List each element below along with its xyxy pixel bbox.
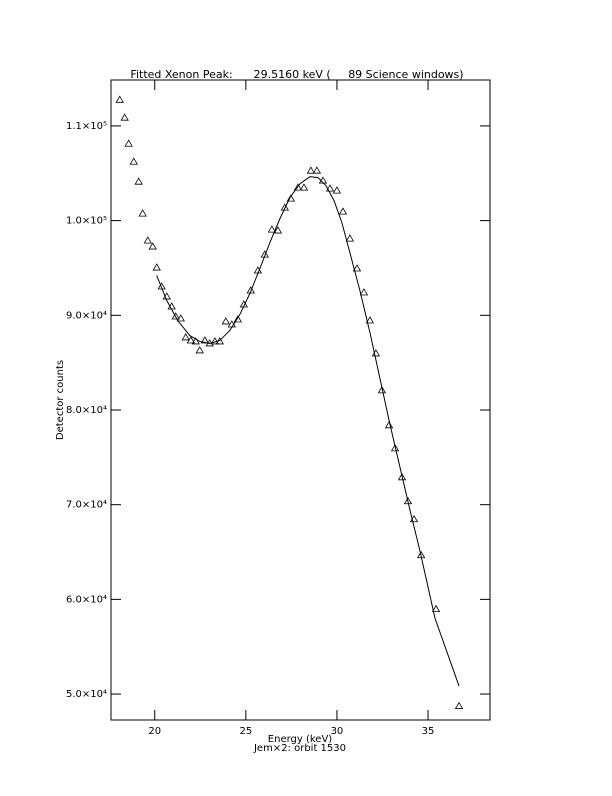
data-point (377, 386, 387, 394)
plot-frame (110, 79, 491, 721)
data-point (299, 183, 309, 191)
data-point (124, 139, 133, 147)
y-tick-label: 6.0×10⁴ (66, 594, 107, 605)
data-point (171, 312, 180, 320)
data-point (134, 177, 143, 185)
data-point (176, 314, 185, 322)
data-point (181, 333, 190, 341)
data-point (148, 242, 157, 250)
data-point (286, 194, 296, 202)
data-point (293, 183, 303, 191)
chart-title: Fitted Xenon Peak: 29.5160 keV ( 89 Scie… (130, 68, 463, 81)
data-point (312, 166, 322, 174)
data-point (115, 95, 124, 103)
data-point (352, 264, 362, 272)
data-point (332, 186, 342, 194)
y-tick-label: 8.0×10⁴ (66, 405, 107, 416)
x-tick-label: 20 (148, 726, 161, 737)
y-axis-label: Detector counts (55, 360, 66, 440)
data-point (221, 317, 230, 325)
y-tick-label: 9.0×10⁴ (66, 310, 107, 321)
x-tick-label: 35 (422, 726, 435, 737)
data-point (200, 336, 210, 344)
data-point (338, 207, 348, 215)
data-point (325, 184, 335, 192)
data-point (120, 113, 129, 121)
data-point (273, 226, 283, 234)
data-point (384, 421, 394, 429)
data-point (454, 701, 464, 709)
data-point (195, 346, 204, 354)
data-point (143, 236, 153, 244)
data-point (306, 166, 316, 174)
subtitle: Jem×2: orbit 1530 (253, 743, 346, 754)
data-point (365, 316, 375, 324)
fit-line (156, 176, 460, 687)
data-point (186, 336, 196, 344)
data-point (246, 286, 255, 294)
x-tick-label: 30 (331, 726, 344, 737)
x-tick-label: 25 (239, 726, 252, 737)
data-point (267, 225, 277, 233)
y-tick-label: 1.0×10⁵ (66, 216, 107, 227)
data-point (397, 473, 407, 481)
data-point (390, 444, 400, 452)
data-point (129, 157, 138, 165)
data-point (280, 203, 290, 211)
data-point (152, 263, 161, 271)
y-tick-label: 7.0×10⁴ (66, 500, 107, 511)
data-point (345, 234, 355, 242)
y-tick-label: 5.0×10⁴ (66, 689, 107, 700)
data-point (233, 315, 243, 323)
y-tick-label: 1.1×10⁵ (66, 121, 107, 132)
data-point (191, 337, 200, 345)
x-axis-label: Energy (keV) (268, 734, 333, 745)
data-point (359, 288, 369, 296)
data-point (138, 209, 147, 217)
data-point (431, 604, 441, 613)
